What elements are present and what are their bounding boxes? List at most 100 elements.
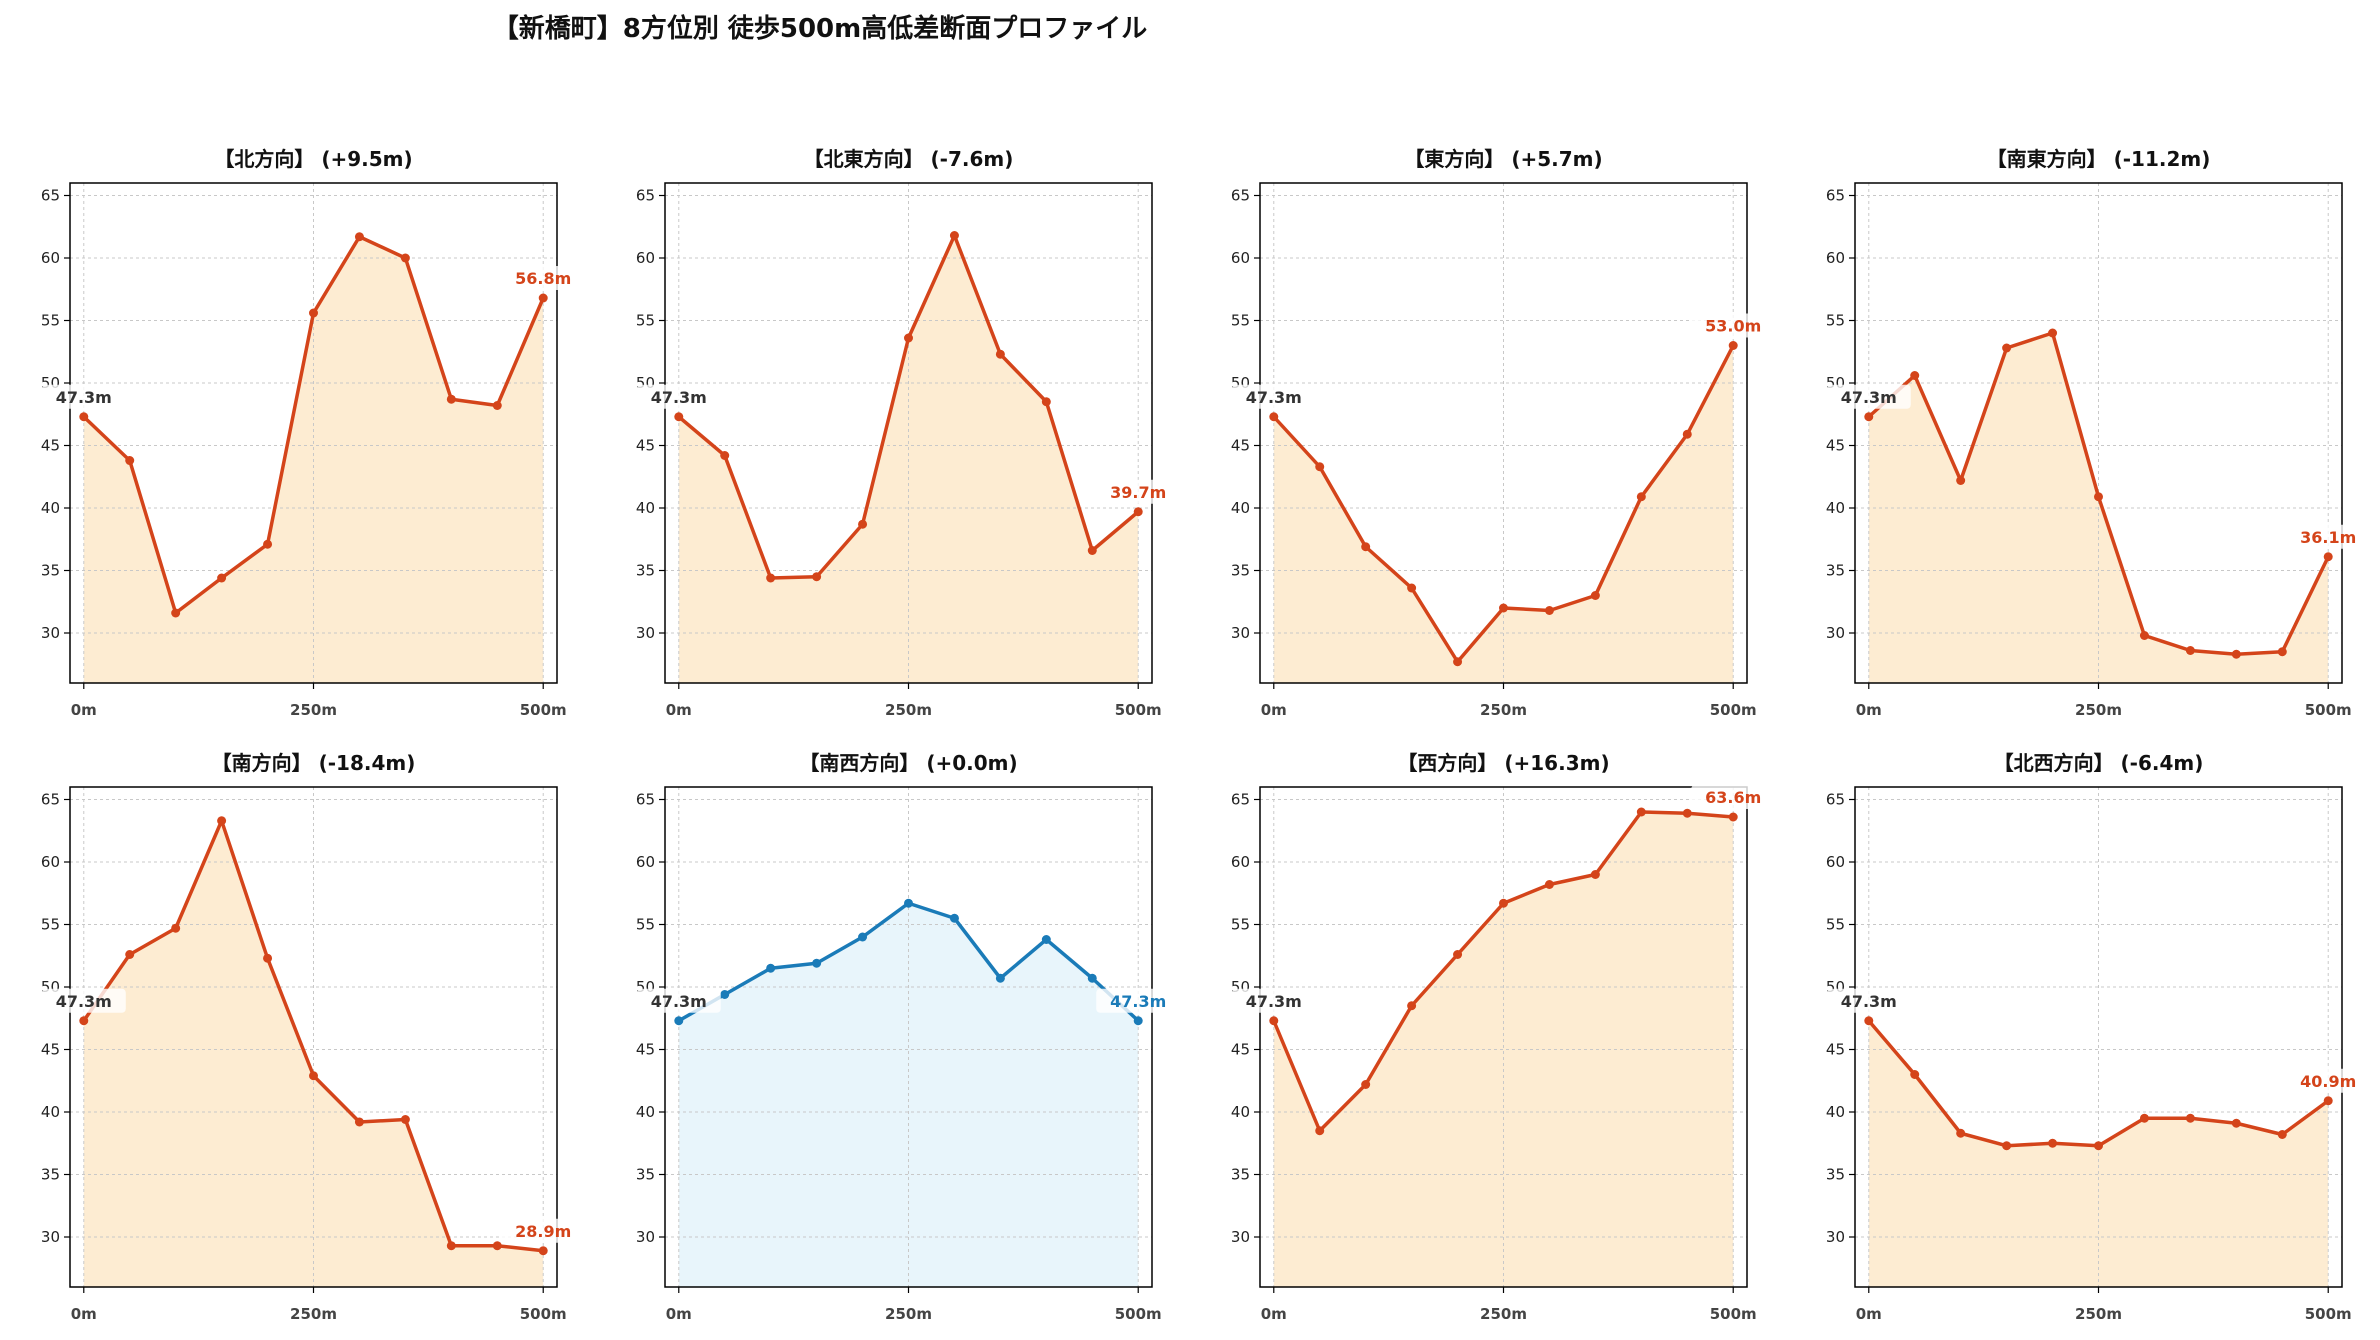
y-tick-label: 30: [41, 624, 60, 642]
x-tick-label: 500m: [520, 1305, 567, 1323]
start-label-bg: [1826, 384, 1911, 409]
y-tick-label: 60: [1231, 853, 1250, 871]
profile-area: [1273, 345, 1734, 683]
y-tick-label: 30: [1826, 1228, 1845, 1246]
x-tick-label: 0m: [71, 1305, 97, 1323]
y-tick-label: 60: [41, 249, 60, 267]
data-point: [674, 412, 684, 422]
data-point: [2185, 1113, 2195, 1123]
x-tick-label: 250m: [2075, 1305, 2122, 1323]
start-value-label: 47.3m: [1246, 992, 1302, 1011]
end-value-label: 63.6m: [1705, 788, 1761, 807]
data-point: [1499, 898, 1508, 908]
y-tick-label: 65: [1826, 791, 1845, 809]
x-tick-label: 500m: [520, 701, 567, 719]
x-tick-label: 0m: [1856, 701, 1882, 719]
data-point: [79, 412, 89, 422]
data-point: [949, 231, 959, 240]
y-tick-label: 35: [1826, 1166, 1845, 1184]
data-point: [125, 456, 135, 465]
end-value-label: 39.7m: [1110, 483, 1166, 502]
data-point: [2231, 1118, 2241, 1128]
y-tick-label: 30: [41, 1228, 60, 1246]
data-point: [949, 913, 959, 923]
y-tick-label: 55: [41, 916, 60, 934]
end-label-bg: [2286, 1068, 2371, 1093]
start-label-bg: [636, 988, 721, 1013]
data-point: [309, 308, 318, 318]
x-tick-label: 500m: [1710, 701, 1757, 719]
start-value-label: 47.3m: [1841, 992, 1897, 1011]
data-point: [766, 963, 776, 973]
y-tick-label: 65: [1826, 187, 1845, 205]
y-tick-label: 55: [1826, 312, 1845, 330]
data-point: [995, 973, 1005, 983]
y-tick-label: 35: [636, 562, 655, 580]
data-point: [1087, 546, 1097, 555]
y-tick-label: 55: [41, 312, 60, 330]
y-tick-label: 40: [1231, 1103, 1250, 1121]
y-tick-label: 65: [1231, 187, 1250, 205]
data-point: [812, 958, 822, 968]
end-value-label: 36.1m: [2300, 528, 2356, 547]
y-tick-label: 65: [636, 791, 655, 809]
profile-area: [1273, 812, 1734, 1287]
data-point: [400, 253, 410, 263]
data-point: [1864, 1016, 1874, 1026]
data-point: [2094, 492, 2103, 502]
y-tick-label: 35: [1231, 562, 1250, 580]
data-point: [2048, 1138, 2058, 1148]
panel-title: 【東方向】 (+5.7m): [1404, 147, 1602, 171]
y-tick-label: 45: [41, 1041, 60, 1059]
data-point: [1910, 1070, 1920, 1079]
y-tick-label: 45: [1231, 437, 1250, 455]
y-tick-label: 35: [636, 1166, 655, 1184]
data-point: [1361, 542, 1371, 552]
data-point: [492, 1241, 502, 1251]
end-label-bg: [1096, 479, 1181, 504]
y-tick-label: 40: [1231, 499, 1250, 517]
data-point: [1407, 583, 1417, 593]
data-point: [1728, 812, 1738, 822]
data-point: [1133, 507, 1143, 517]
y-tick-label: 40: [636, 1103, 655, 1121]
y-tick-label: 35: [1826, 562, 1845, 580]
x-tick-label: 0m: [666, 1305, 692, 1323]
data-point: [1041, 935, 1051, 944]
data-point: [171, 608, 181, 618]
data-point: [1407, 1001, 1417, 1011]
data-point: [217, 816, 227, 826]
y-tick-label: 45: [41, 437, 60, 455]
data-point: [1956, 1128, 1966, 1138]
x-tick-label: 0m: [1261, 1305, 1287, 1323]
data-point: [2094, 1141, 2103, 1151]
data-point: [674, 1016, 684, 1026]
y-tick-label: 55: [1231, 916, 1250, 934]
y-tick-label: 40: [636, 499, 655, 517]
y-tick-label: 30: [1231, 1228, 1250, 1246]
data-point: [1269, 1016, 1279, 1026]
y-tick-label: 60: [41, 853, 60, 871]
start-value-label: 47.3m: [651, 992, 707, 1011]
data-point: [1453, 657, 1463, 667]
x-tick-label: 250m: [885, 1305, 932, 1323]
start-value-label: 47.3m: [56, 388, 112, 407]
data-point: [1453, 950, 1463, 959]
end-value-label: 40.9m: [2300, 1072, 2356, 1091]
y-tick-label: 30: [1826, 624, 1845, 642]
y-tick-label: 65: [41, 791, 60, 809]
end-label-bg: [1096, 988, 1181, 1013]
data-point: [309, 1071, 318, 1081]
data-point: [766, 573, 776, 583]
panel-title: 【西方向】 (+16.3m): [1397, 751, 1609, 775]
start-value-label: 47.3m: [651, 388, 707, 407]
data-point: [1956, 476, 1966, 485]
start-label-bg: [1231, 384, 1316, 409]
data-point: [2231, 649, 2241, 659]
start-label-bg: [636, 384, 721, 409]
data-point: [1544, 880, 1554, 889]
y-tick-label: 30: [636, 1228, 655, 1246]
